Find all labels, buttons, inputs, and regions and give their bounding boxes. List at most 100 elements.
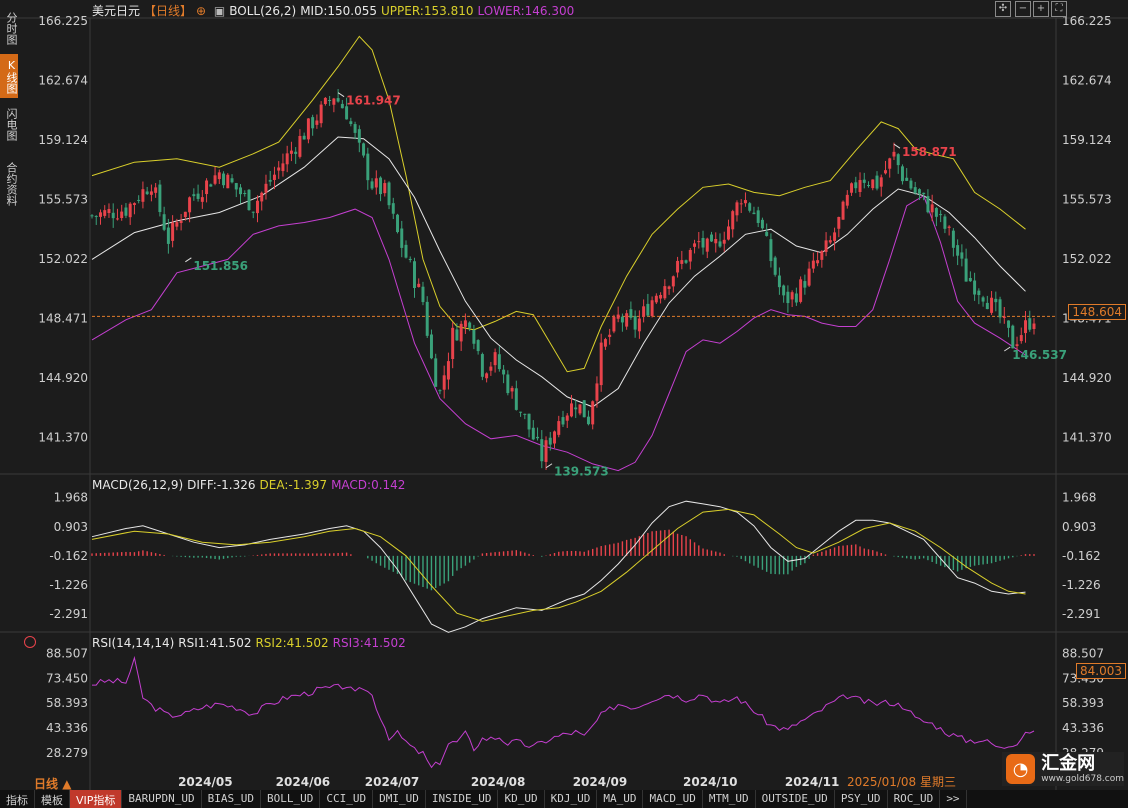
macd-tick-left: -0.162 — [49, 549, 88, 563]
candle-body — [956, 245, 960, 256]
bottom-tab[interactable]: 模板 — [35, 790, 70, 808]
minus-icon[interactable]: − — [1015, 1, 1031, 17]
bottom-tab[interactable]: OUTSIDE_UD — [756, 790, 835, 808]
fullscreen-icon[interactable]: ⛶ — [1051, 1, 1067, 17]
bottom-tab[interactable]: ROC_UD — [888, 790, 941, 808]
y-tick-label-right: 162.674 — [1062, 73, 1112, 87]
bottom-tab[interactable]: MTM_UD — [703, 790, 756, 808]
bottom-tab[interactable]: INSIDE_UD — [426, 790, 499, 808]
candle-body — [1011, 325, 1015, 349]
side-tab-flash[interactable]: 闪电图 — [5, 107, 18, 141]
macd-tick-right: 1.968 — [1062, 491, 1096, 505]
candle-body — [434, 358, 438, 387]
candle-body — [884, 170, 887, 174]
boll-upper: UPPER:153.810 — [381, 4, 474, 18]
bottom-tab[interactable]: KD_UD — [498, 790, 545, 808]
bottom-tab[interactable]: BARUPDN_UD — [122, 790, 202, 808]
candle-body — [141, 189, 145, 202]
candle-body — [803, 281, 807, 288]
candle-body — [561, 417, 565, 425]
annotation-pointer — [893, 143, 901, 149]
period-label[interactable]: 【日线】 — [144, 4, 193, 18]
candle-body — [862, 179, 866, 183]
candle-body — [128, 203, 132, 218]
candle-body — [264, 183, 268, 193]
annotation-pointer — [185, 257, 192, 263]
rsi-tick-right: 43.336 — [1062, 721, 1104, 735]
candle-body — [858, 180, 862, 193]
period-indicator[interactable]: 日线 ▲ — [34, 775, 71, 792]
add-icon[interactable]: ⊕ — [196, 4, 207, 18]
rsi-tick-left: 88.507 — [46, 646, 88, 660]
x-tick-label: 2024/10 — [683, 775, 738, 789]
candle-body — [760, 219, 764, 229]
side-tab-contract[interactable]: 合约资料 — [5, 162, 18, 206]
candle-body — [1007, 320, 1011, 328]
y-tick-label-left: 148.471 — [38, 312, 88, 326]
candle-body — [871, 179, 875, 189]
bottom-tab[interactable]: BIAS_UD — [202, 790, 261, 808]
candle-body — [875, 175, 879, 189]
candle-body — [387, 182, 391, 206]
bottom-tab[interactable]: BOLL_UD — [261, 790, 321, 808]
boll-mid: MID:150.055 — [300, 4, 377, 18]
candle-body — [502, 369, 506, 375]
candle-body — [272, 174, 276, 180]
candle-body — [913, 187, 917, 193]
candle-body — [799, 279, 803, 302]
candle-body — [149, 191, 153, 195]
candle-body — [930, 204, 934, 213]
x-tick-label: 2024/08 — [470, 775, 526, 789]
bottom-tab[interactable]: CCI_UD — [320, 790, 374, 808]
candle-body — [459, 323, 463, 342]
bottom-tab[interactable]: 指标 — [0, 790, 35, 808]
candle-body — [200, 197, 204, 202]
crosshair-icon[interactable]: ✣ — [995, 1, 1011, 17]
current-price-tag: 148.604 — [1068, 304, 1126, 320]
candle-body — [650, 300, 654, 317]
bottom-tab[interactable]: VIP指标 — [70, 790, 123, 808]
logo-name: 汇金网 — [1041, 753, 1096, 774]
candle-body — [328, 100, 332, 102]
rsi3-value: RSI3:41.502 — [332, 636, 406, 650]
candle-body — [637, 318, 641, 332]
candle-body — [735, 202, 739, 216]
candle-body — [586, 416, 590, 425]
candle-body — [472, 329, 476, 344]
candle-body — [841, 201, 845, 220]
candle-body — [557, 421, 561, 435]
candle-body — [99, 212, 102, 217]
rsi-tick-left: 58.393 — [46, 696, 88, 710]
side-tab-timeshare[interactable]: 分时图 — [5, 11, 18, 45]
candle-body — [994, 298, 998, 303]
side-tab-kline[interactable]: K线图 — [0, 54, 18, 98]
candle-body — [1032, 323, 1036, 329]
bottom-tab[interactable]: >> — [940, 790, 967, 808]
candle-body — [680, 260, 684, 264]
candle-body — [900, 166, 904, 182]
candle-body — [1028, 318, 1032, 330]
plus-icon[interactable]: + — [1033, 1, 1049, 17]
candle-body — [646, 303, 650, 316]
bottom-tab[interactable]: MA_UD — [597, 790, 644, 808]
candle-body — [722, 239, 726, 244]
main-header: 美元日元 【日线】 ⊕ ▣ BOLL(26,2) MID:150.055 UPPER:15… — [92, 2, 578, 19]
candle-body — [960, 252, 964, 259]
bottom-tab[interactable]: MACD_UD — [643, 790, 703, 808]
candle-body — [438, 390, 442, 392]
bottom-tab[interactable]: PSY_UD — [835, 790, 888, 808]
candle-body — [710, 234, 713, 242]
candle-body — [137, 199, 141, 201]
bottom-tab[interactable]: KDJ_UD — [545, 790, 598, 808]
candle-body — [998, 299, 1002, 318]
candle-body — [315, 120, 319, 125]
target-icon[interactable] — [24, 636, 36, 648]
candle-body — [603, 339, 607, 347]
candle-body — [476, 340, 480, 352]
candle-body — [693, 243, 697, 247]
candle-body — [536, 436, 540, 439]
candle-body — [527, 413, 531, 430]
bottom-tab[interactable]: DMI_UD — [373, 790, 426, 808]
y-tick-label-left: 144.920 — [38, 371, 88, 385]
